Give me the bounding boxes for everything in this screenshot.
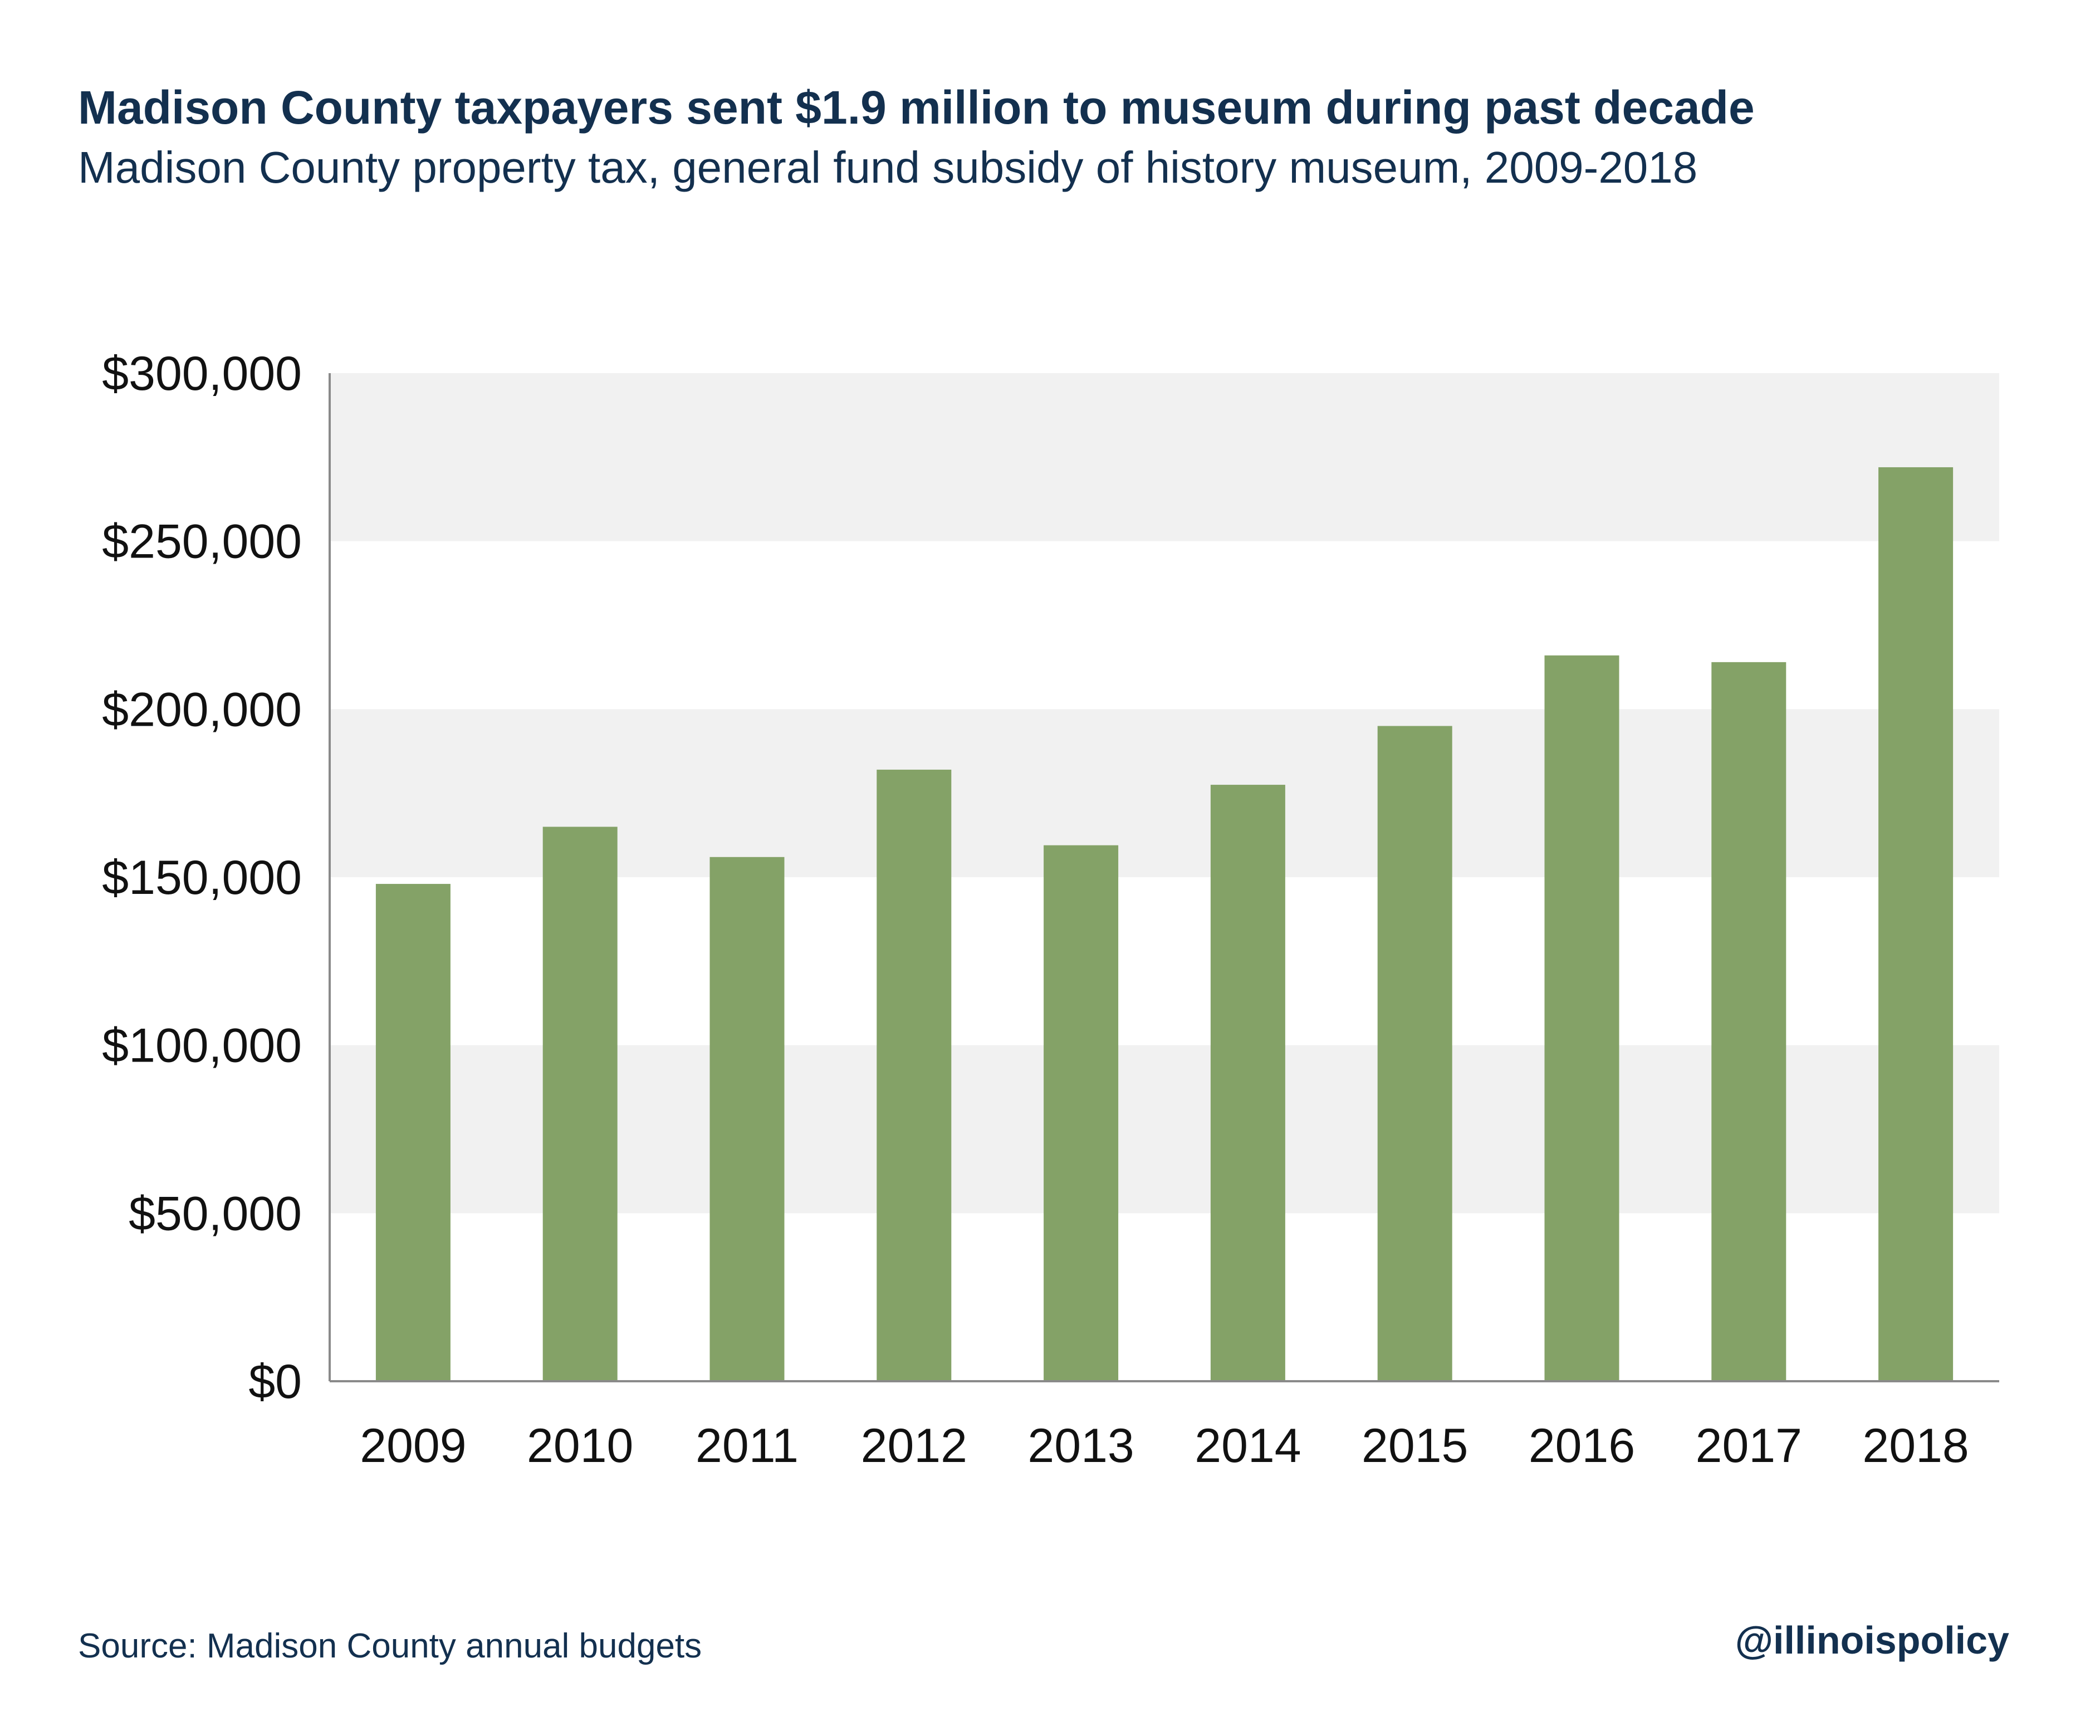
x-tick-label: 2011	[696, 1419, 799, 1473]
bar-2011	[709, 857, 785, 1381]
bar-2012	[877, 769, 952, 1381]
bar-2016	[1544, 655, 1619, 1381]
x-tick-label: 2009	[360, 1419, 466, 1473]
source-note: Source: Madison County annual budgets	[78, 1627, 702, 1665]
bar-2010	[542, 827, 618, 1381]
bar-chart: $0 $50,000 $100,000 $150,000 $200,000 $250,00…	[102, 347, 1999, 1473]
y-tick-label: $150,000	[102, 851, 302, 904]
y-tick-label: $100,000	[102, 1019, 302, 1073]
x-tick-label: 2014	[1195, 1419, 1301, 1473]
brand-handle: @illinoispolicy	[1735, 1618, 2009, 1662]
y-tick-label: $300,000	[102, 347, 302, 400]
axes	[329, 373, 1999, 1382]
bar-2014	[1210, 785, 1285, 1381]
x-tick-label: 2016	[1529, 1419, 1635, 1473]
y-axis-tick-labels: $0 $50,000 $100,000 $150,000 $200,000 $250,00…	[102, 347, 302, 1409]
x-tick-label: 2013	[1027, 1419, 1134, 1473]
x-tick-label: 2010	[527, 1419, 633, 1473]
x-tick-label: 2018	[1862, 1419, 1969, 1473]
bars	[375, 467, 1954, 1381]
bar-2017	[1711, 662, 1786, 1381]
y-tick-label: $50,000	[129, 1187, 302, 1240]
y-tick-label: $200,000	[102, 683, 302, 736]
bar-2018	[1878, 467, 1954, 1381]
x-tick-label: 2017	[1696, 1419, 1802, 1473]
bar-2009	[375, 884, 451, 1381]
grid-band	[330, 373, 1999, 541]
x-axis-tick-labels: 2009 2010 2011 2012 2013 2014 2015 2016 2017 2018	[360, 1419, 1969, 1473]
chart-title: Madison County taxpayers sent $1.9 milli…	[78, 81, 1755, 134]
y-tick-label: $0	[248, 1355, 302, 1409]
bar-2015	[1377, 726, 1452, 1381]
y-tick-label: $250,000	[102, 515, 302, 569]
bar-2013	[1044, 845, 1119, 1381]
chart-subtitle: Madison County property tax, general fun…	[78, 143, 1698, 192]
x-tick-label: 2012	[861, 1419, 967, 1473]
x-tick-label: 2015	[1362, 1419, 1468, 1473]
